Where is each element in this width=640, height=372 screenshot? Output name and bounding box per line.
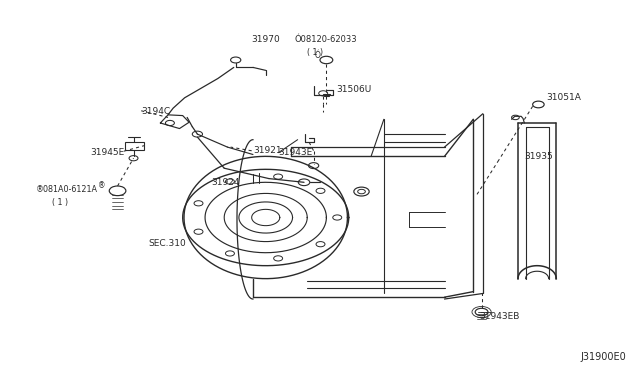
Text: 31924: 31924 <box>211 178 240 187</box>
Text: ( 1 ): ( 1 ) <box>52 198 68 207</box>
Text: ( 1 ): ( 1 ) <box>307 48 323 57</box>
Text: 3194C: 3194C <box>141 108 170 116</box>
Text: 31506U: 31506U <box>336 85 371 94</box>
Text: 31945E: 31945E <box>90 148 124 157</box>
Text: ®081A0-6121A: ®081A0-6121A <box>36 185 98 194</box>
Text: 31051A: 31051A <box>547 93 582 102</box>
Text: 31921: 31921 <box>253 146 282 155</box>
Text: 31935: 31935 <box>524 152 553 161</box>
Text: Ó: Ó <box>314 51 321 60</box>
Bar <box>125 141 145 150</box>
Text: 31943EB: 31943EB <box>479 312 520 321</box>
Text: SEC.310: SEC.310 <box>149 239 187 248</box>
Text: J31900E0: J31900E0 <box>580 352 627 362</box>
Text: 31970: 31970 <box>251 35 280 44</box>
Text: 31943E: 31943E <box>278 148 313 157</box>
Text: Ó08120-62033: Ó08120-62033 <box>294 35 357 44</box>
Text: ®: ® <box>98 182 106 190</box>
